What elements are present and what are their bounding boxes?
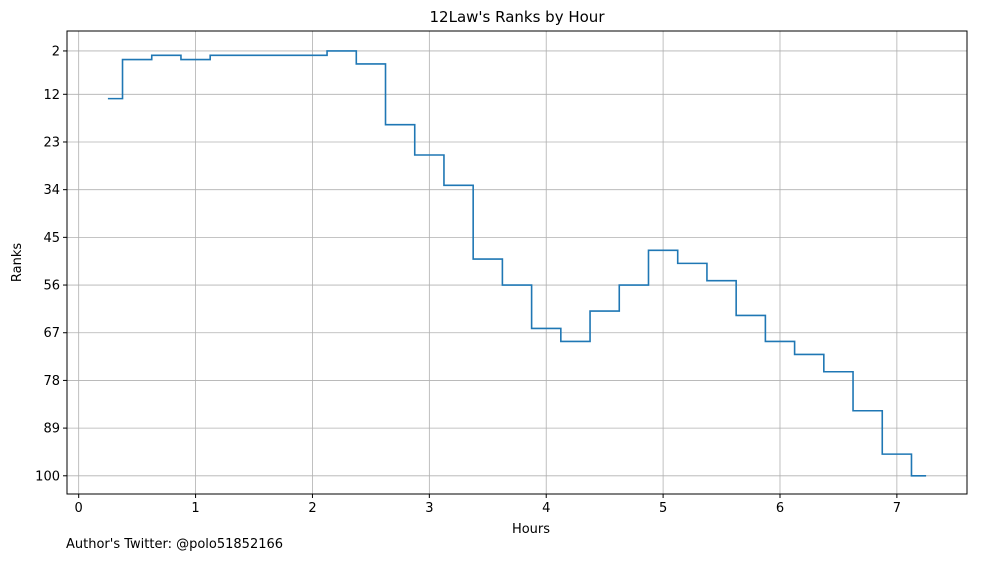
chart-title: 12Law's Ranks by Hour	[430, 8, 606, 26]
x-tick-label: 3	[425, 501, 433, 516]
x-tick-label: 0	[75, 501, 83, 516]
series-line	[107, 50, 927, 477]
x-tick-label: 1	[191, 501, 199, 516]
y-tick-label: 23	[43, 135, 60, 150]
x-tick-label: 2	[308, 501, 316, 516]
y-tick-label: 100	[35, 469, 60, 484]
plot-frame	[66, 30, 968, 495]
y-tick-label: 45	[43, 231, 60, 246]
x-tick-label: 5	[659, 501, 667, 516]
series-layer	[107, 50, 927, 477]
grid-lines	[67, 31, 967, 494]
x-axis-label: Hours	[512, 522, 550, 537]
y-tick-label: 56	[43, 279, 60, 294]
author-credit: Author's Twitter: @polo51852166	[66, 537, 284, 552]
y-axis-label: Ranks	[10, 243, 25, 282]
x-tick-label: 4	[542, 501, 550, 516]
y-tick-label: 12	[43, 88, 60, 103]
y-tick-label: 78	[43, 374, 60, 389]
x-tick-label: 7	[893, 501, 901, 516]
y-tick-label: 89	[43, 422, 60, 437]
y-tick-label: 2	[52, 44, 60, 59]
y-tick-label: 34	[43, 183, 60, 198]
y-tick-label: 67	[43, 326, 60, 341]
x-tick-label: 6	[776, 501, 784, 516]
